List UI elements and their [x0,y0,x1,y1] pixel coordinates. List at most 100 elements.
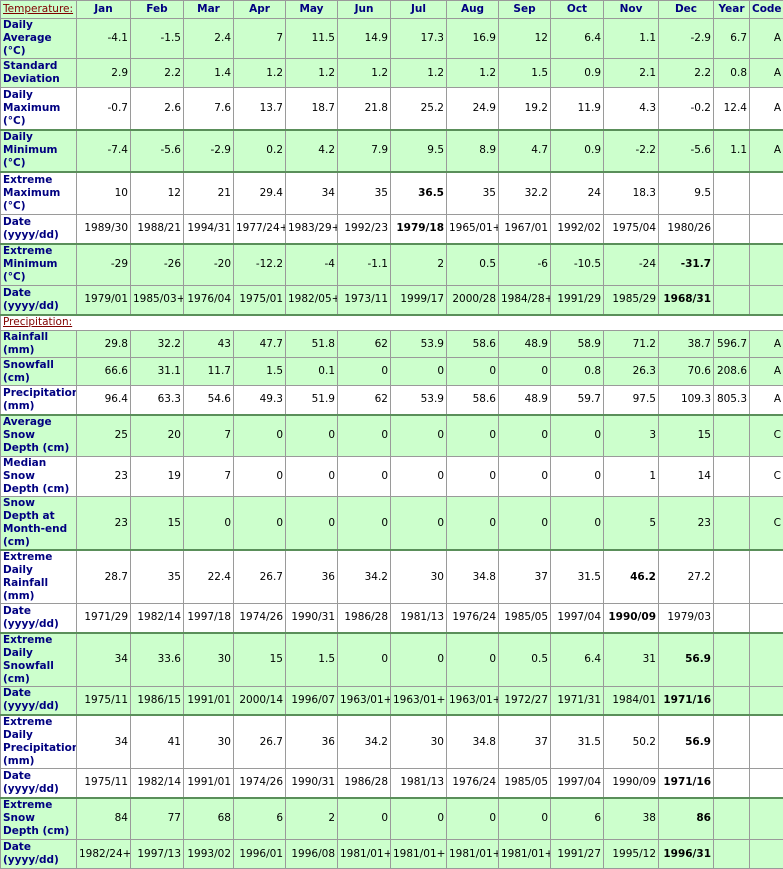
section-title: Temperature: [1,1,77,19]
month-header: Sep [499,1,551,19]
value-cell: 1999/17 [391,286,447,315]
value-cell: 1981/01+ [391,840,447,869]
year-cell: 6.7 [714,19,750,59]
value-cell: 0.2 [234,130,286,172]
value-cell: 7 [184,457,234,497]
year-cell: 805.3 [714,386,750,415]
value-cell: 1984/01 [604,686,659,715]
value-cell: 22.4 [184,550,234,604]
value-cell: 1968/31 [659,286,714,315]
year-cell [714,244,750,286]
value-cell: -20 [184,244,234,286]
value-cell: 0 [338,415,391,457]
value-cell: 34 [77,633,131,687]
value-cell: 1971/29 [77,604,131,633]
value-cell: 31 [604,633,659,687]
row-label: Precipitation (mm) [1,386,77,415]
value-cell: 25 [77,415,131,457]
value-cell: 1983/29+ [286,215,338,244]
value-cell: 1981/13 [391,769,447,798]
value-cell: 36.5 [391,172,447,215]
code-cell: C [750,415,783,457]
value-cell: 1976/04 [184,286,234,315]
year-cell [714,798,750,840]
value-cell: 47.7 [234,331,286,358]
value-cell: 1996/07 [286,686,338,715]
value-cell: 1980/26 [659,215,714,244]
value-cell: 1996/01 [234,840,286,869]
value-cell: 1.2 [286,59,338,88]
value-cell: 12 [499,19,551,59]
value-cell: 1.2 [338,59,391,88]
value-cell: 0 [338,497,391,551]
year-cell [714,172,750,215]
value-cell: 2.2 [131,59,184,88]
month-header: Feb [131,1,184,19]
value-cell: 11.5 [286,19,338,59]
value-cell: 1991/29 [551,286,604,315]
value-cell: 26.3 [604,358,659,386]
year-cell: 596.7 [714,331,750,358]
value-cell: 0 [391,798,447,840]
code-cell [750,215,783,244]
year-cell [714,840,750,869]
year-cell: 12.4 [714,88,750,130]
value-cell: 6 [551,798,604,840]
value-cell: 1985/29 [604,286,659,315]
row-label: Daily Maximum (°C) [1,88,77,130]
value-cell: 2.6 [131,88,184,130]
value-cell: 1.1 [604,19,659,59]
value-cell: 1988/21 [131,215,184,244]
value-cell: 1982/14 [131,769,184,798]
month-header: Jun [338,1,391,19]
value-cell: 1979/18 [391,215,447,244]
value-cell: 1995/12 [604,840,659,869]
value-cell: 1982/24+ [77,840,131,869]
value-cell: 13.7 [234,88,286,130]
year-cell [714,633,750,687]
value-cell: 1990/31 [286,604,338,633]
value-cell: 84 [77,798,131,840]
section-row: Precipitation: [1,315,783,331]
value-cell: 34.2 [338,715,391,769]
value-cell: 0 [391,457,447,497]
value-cell: 48.9 [499,331,551,358]
code-cell: A [750,358,783,386]
value-cell: 4.3 [604,88,659,130]
value-cell: 17.3 [391,19,447,59]
value-cell: 0 [551,497,604,551]
value-cell: 1990/09 [604,604,659,633]
value-cell: 16.9 [447,19,499,59]
value-cell: 0.9 [551,130,604,172]
value-cell: 34 [77,715,131,769]
month-header: Oct [551,1,604,19]
value-cell: 56.9 [659,633,714,687]
code-cell: A [750,19,783,59]
value-cell: 6.4 [551,19,604,59]
value-cell: 1981/01+ [338,840,391,869]
value-cell: 86 [659,798,714,840]
value-cell: 1991/27 [551,840,604,869]
month-header: Apr [234,1,286,19]
row-label: Extreme Minimum (°C) [1,244,77,286]
value-cell: 21.8 [338,88,391,130]
value-cell: 63.3 [131,386,184,415]
value-cell: 62 [338,386,391,415]
value-cell: 1997/04 [551,769,604,798]
value-cell: 1993/02 [184,840,234,869]
value-cell: 49.3 [234,386,286,415]
value-cell: 0 [447,415,499,457]
value-cell: 0 [234,415,286,457]
code-header: Code [750,1,783,19]
value-cell: 41 [131,715,184,769]
value-cell: -24 [604,244,659,286]
